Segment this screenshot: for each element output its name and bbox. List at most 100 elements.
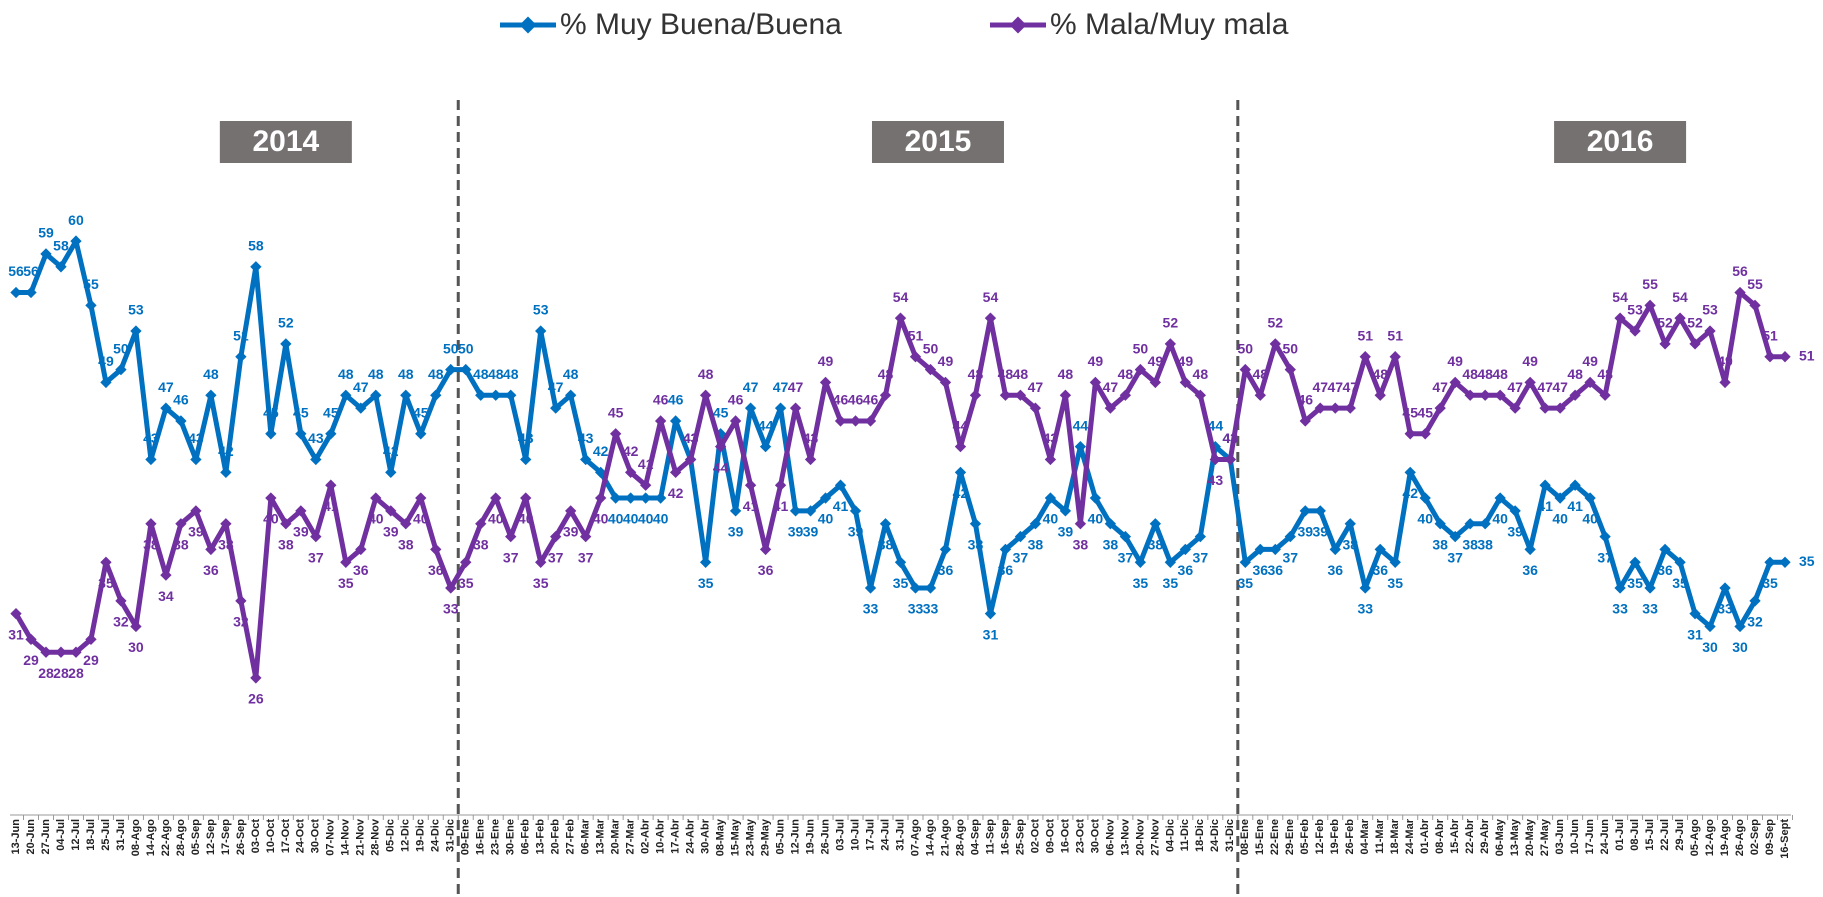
x-tick-label: 26-Jun — [819, 819, 831, 855]
data-point — [475, 518, 487, 530]
x-tick-label: 13-Feb — [535, 819, 547, 855]
data-label: 49 — [1582, 353, 1598, 369]
data-point — [415, 492, 427, 504]
x-tick-label: 10-Abr — [655, 818, 667, 854]
data-point — [1329, 402, 1341, 414]
data-label: 56 — [1732, 263, 1748, 279]
x-tick-label: 31-Dic — [1224, 819, 1236, 852]
data-label: 35 — [1627, 575, 1643, 591]
data-label: 55 — [83, 276, 99, 292]
data-point — [535, 325, 547, 337]
data-label: 37 — [548, 549, 564, 565]
data-label: 44 — [713, 459, 729, 475]
data-label: 36 — [1522, 562, 1538, 578]
data-point — [1239, 363, 1251, 376]
data-label: 45 — [413, 405, 429, 421]
data-label: 50 — [443, 340, 459, 356]
data-point — [1374, 389, 1386, 401]
data-point — [1644, 299, 1656, 311]
x-tick-label: 27-Mar — [625, 818, 637, 854]
x-tick-label: 29-Jul — [1674, 819, 1686, 851]
data-point — [340, 556, 352, 568]
x-tick-label: 12-Ago — [1704, 819, 1716, 857]
data-label: 52 — [1163, 315, 1179, 331]
x-tick-label: 08-Abr — [1434, 818, 1446, 854]
data-label: 47 — [1342, 379, 1358, 395]
x-tick-label: 19-Feb — [1329, 819, 1341, 855]
data-point — [580, 453, 592, 466]
data-point — [684, 453, 697, 466]
data-point — [1779, 556, 1791, 568]
data-label: 36 — [203, 562, 219, 578]
data-label: 36 — [428, 562, 444, 578]
data-label: 35 — [1387, 575, 1403, 591]
data-point — [295, 428, 307, 440]
data-label: 48 — [488, 366, 504, 382]
data-point — [1629, 556, 1641, 568]
data-label: 51 — [233, 327, 249, 343]
data-label: 45 — [323, 405, 339, 421]
data-label: 30 — [1702, 639, 1718, 655]
data-point — [1044, 453, 1057, 466]
data-point — [774, 402, 787, 414]
data-point — [1434, 518, 1446, 530]
data-point — [1014, 389, 1027, 401]
data-label: 47 — [1103, 379, 1119, 395]
data-label: 53 — [128, 302, 144, 318]
x-tick-label: 19-Ago — [1719, 819, 1731, 857]
data-label: 37 — [578, 549, 594, 565]
data-label: 41 — [323, 498, 339, 514]
data-point — [1704, 620, 1716, 633]
data-label: 51 — [1387, 327, 1403, 343]
data-label: 54 — [983, 289, 999, 305]
data-point — [639, 479, 652, 491]
data-label: 37 — [308, 549, 324, 565]
x-tick-label: 24-Jul — [879, 819, 891, 851]
x-tick-label: 27-Jun — [40, 819, 52, 855]
data-label: 39 — [1297, 524, 1313, 540]
data-point — [834, 415, 847, 427]
data-label: 46 — [848, 392, 864, 408]
data-label: 36 — [1372, 562, 1388, 578]
data-point — [505, 389, 517, 401]
x-tick-label: 20-Nov — [1134, 818, 1146, 856]
x-tick-label: 13-Nov — [1119, 818, 1131, 856]
data-point — [1674, 312, 1686, 324]
data-label: 47 — [788, 379, 804, 395]
x-tick-label: 03-Jul — [834, 819, 846, 851]
x-tick-label: 29-Abr — [1479, 818, 1491, 854]
data-point — [999, 389, 1012, 401]
data-point — [280, 338, 292, 350]
data-label: 28 — [68, 665, 84, 681]
data-label: 33 — [443, 601, 459, 617]
data-label: 48 — [563, 366, 579, 382]
data-label: 39 — [788, 524, 804, 540]
x-tick-label: 10-Jul — [849, 819, 861, 851]
data-point — [669, 415, 682, 427]
data-label: 47 — [1312, 379, 1328, 395]
data-label: 50 — [1282, 340, 1298, 356]
data-point — [610, 492, 622, 504]
data-label: 48 — [368, 366, 384, 382]
data-point — [430, 389, 442, 401]
x-tick-label: 04-Dic — [1164, 819, 1176, 852]
data-label: 37 — [1597, 549, 1613, 565]
data-point — [729, 415, 742, 427]
data-label: 39 — [728, 524, 744, 540]
data-point — [849, 415, 862, 427]
data-label: 33 — [1612, 601, 1628, 617]
data-point — [1419, 428, 1431, 440]
data-point — [445, 363, 457, 376]
data-point — [1629, 325, 1641, 337]
x-tick-label: 09-Ene — [460, 819, 472, 855]
data-label: 40 — [593, 511, 609, 527]
data-label: 47 — [743, 379, 759, 395]
data-point — [894, 556, 907, 568]
data-label: 28 — [53, 665, 69, 681]
data-point — [1614, 312, 1626, 324]
data-label: 36 — [938, 562, 954, 578]
data-label: 32 — [233, 614, 249, 630]
data-point — [145, 518, 157, 530]
data-label: 43 — [578, 430, 594, 446]
data-label: 54 — [1612, 289, 1628, 305]
